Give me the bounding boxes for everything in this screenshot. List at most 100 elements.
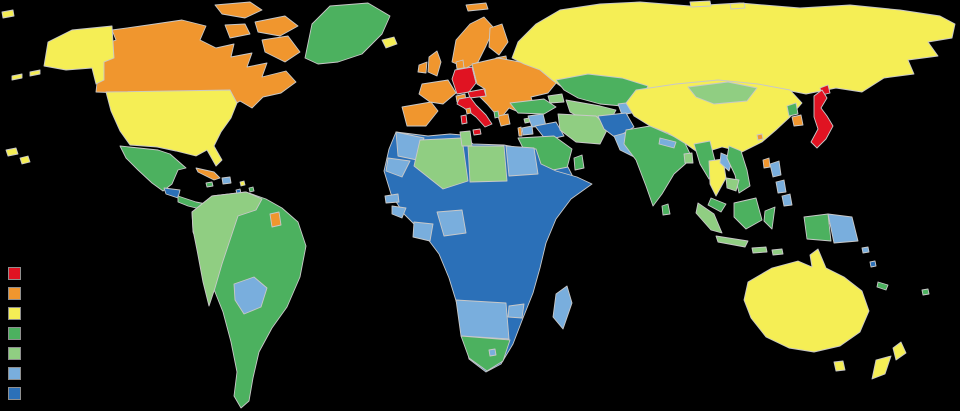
region-south-africa — [460, 335, 511, 372]
region-sri-lanka — [661, 203, 671, 216]
region-sardinia — [460, 114, 468, 125]
region-hispaniola — [221, 176, 232, 185]
region-lesotho — [488, 348, 497, 357]
region-australia — [743, 248, 870, 353]
region-caribbean-2 — [248, 186, 255, 193]
region-new-siberian-2 — [729, 2, 746, 10]
region-french-guiana — [269, 211, 282, 228]
region-germany — [451, 66, 477, 95]
region-fiji — [921, 288, 930, 296]
region-caucasus — [547, 93, 565, 104]
region-vanuatu — [869, 260, 877, 268]
region-jordan — [521, 125, 534, 136]
region-jamaica — [205, 181, 214, 188]
region-hawaii-1 — [5, 147, 19, 157]
region-israel — [517, 126, 523, 137]
region-north-korea — [786, 102, 799, 117]
region-mongolia — [687, 81, 758, 105]
region-afghanistan — [597, 112, 635, 139]
region-new-zealand-south — [871, 355, 892, 380]
region-albania — [493, 110, 500, 119]
region-zimbabwe — [507, 303, 525, 319]
legend-swatch-red — [8, 267, 21, 280]
legend-swatch-yellow — [8, 307, 21, 320]
region-usa — [105, 89, 238, 167]
legend-swatch-light-green — [8, 347, 21, 360]
region-iran — [557, 113, 609, 145]
region-baffin-island — [261, 35, 301, 63]
region-italy — [456, 96, 493, 128]
region-sumatra — [695, 202, 723, 234]
region-sulawesi — [763, 206, 776, 230]
region-arctic-island-2 — [254, 15, 299, 37]
region-tunisia — [459, 130, 473, 147]
region-egypt — [505, 145, 539, 177]
region-new-siberian-1 — [689, 0, 712, 8]
region-libya — [467, 145, 508, 183]
region-svalbard — [465, 2, 489, 12]
region-hawaii-2 — [19, 155, 31, 165]
region-hong-kong — [756, 133, 764, 141]
region-iceland — [381, 36, 398, 49]
region-alaska — [43, 25, 115, 85]
region-cuba — [195, 167, 221, 181]
region-sicily — [472, 128, 482, 136]
region-cambodia — [725, 177, 740, 192]
region-greenland — [304, 2, 391, 65]
region-namibia-botswana — [455, 299, 510, 340]
region-bangladesh — [683, 152, 694, 164]
region-ghana-ivory-coast — [412, 221, 434, 242]
region-aleutians-1 — [29, 69, 41, 77]
region-philippines-3 — [781, 193, 793, 207]
region-south-korea — [791, 114, 804, 127]
region-malaysia — [707, 197, 727, 213]
region-oman — [573, 154, 585, 171]
map-legend — [8, 267, 21, 407]
region-taiwan — [762, 157, 771, 169]
region-iberia — [401, 101, 439, 127]
region-ireland — [417, 61, 428, 74]
region-finland — [488, 23, 509, 56]
region-corsica — [465, 107, 472, 115]
region-france — [418, 79, 457, 105]
region-caribbean-1 — [239, 180, 246, 187]
region-lesser-sunda-1 — [751, 246, 768, 254]
region-madagascar — [552, 285, 573, 330]
region-lesser-sunda-2 — [771, 248, 784, 256]
region-denmark — [455, 59, 465, 70]
region-borneo — [733, 197, 763, 230]
legend-swatch-light-blue — [8, 367, 21, 380]
region-greece — [497, 113, 511, 127]
region-austria — [467, 88, 487, 99]
region-western-sahara — [385, 157, 411, 178]
region-nepal — [658, 137, 677, 149]
region-arctic-island-1 — [214, 1, 263, 19]
region-new-caledonia — [876, 281, 889, 291]
region-mexico — [119, 145, 187, 192]
region-iraq — [534, 121, 565, 141]
region-senegal — [384, 193, 400, 204]
region-vietnam — [726, 145, 751, 194]
region-andes-northwest — [191, 191, 263, 307]
region-tasmania — [833, 360, 846, 372]
region-philippines-2 — [775, 179, 787, 194]
region-west-papua — [803, 213, 832, 242]
region-turkey — [509, 98, 557, 115]
region-new-zealand-north — [892, 341, 907, 361]
region-uk — [427, 50, 442, 77]
region-papua-new-guinea — [827, 213, 859, 244]
region-java — [715, 235, 749, 248]
region-bolivia — [233, 276, 268, 315]
region-arctic-island-3 — [224, 23, 251, 39]
region-nigeria — [436, 209, 467, 237]
region-canada — [87, 19, 297, 110]
region-aleutians-2 — [11, 73, 23, 81]
region-algeria — [413, 137, 469, 190]
region-guinea — [391, 205, 407, 219]
region-japan — [810, 89, 834, 149]
legend-swatch-orange — [8, 287, 21, 300]
legend-swatch-green — [8, 327, 21, 340]
region-wrangel-island — [1, 9, 15, 19]
